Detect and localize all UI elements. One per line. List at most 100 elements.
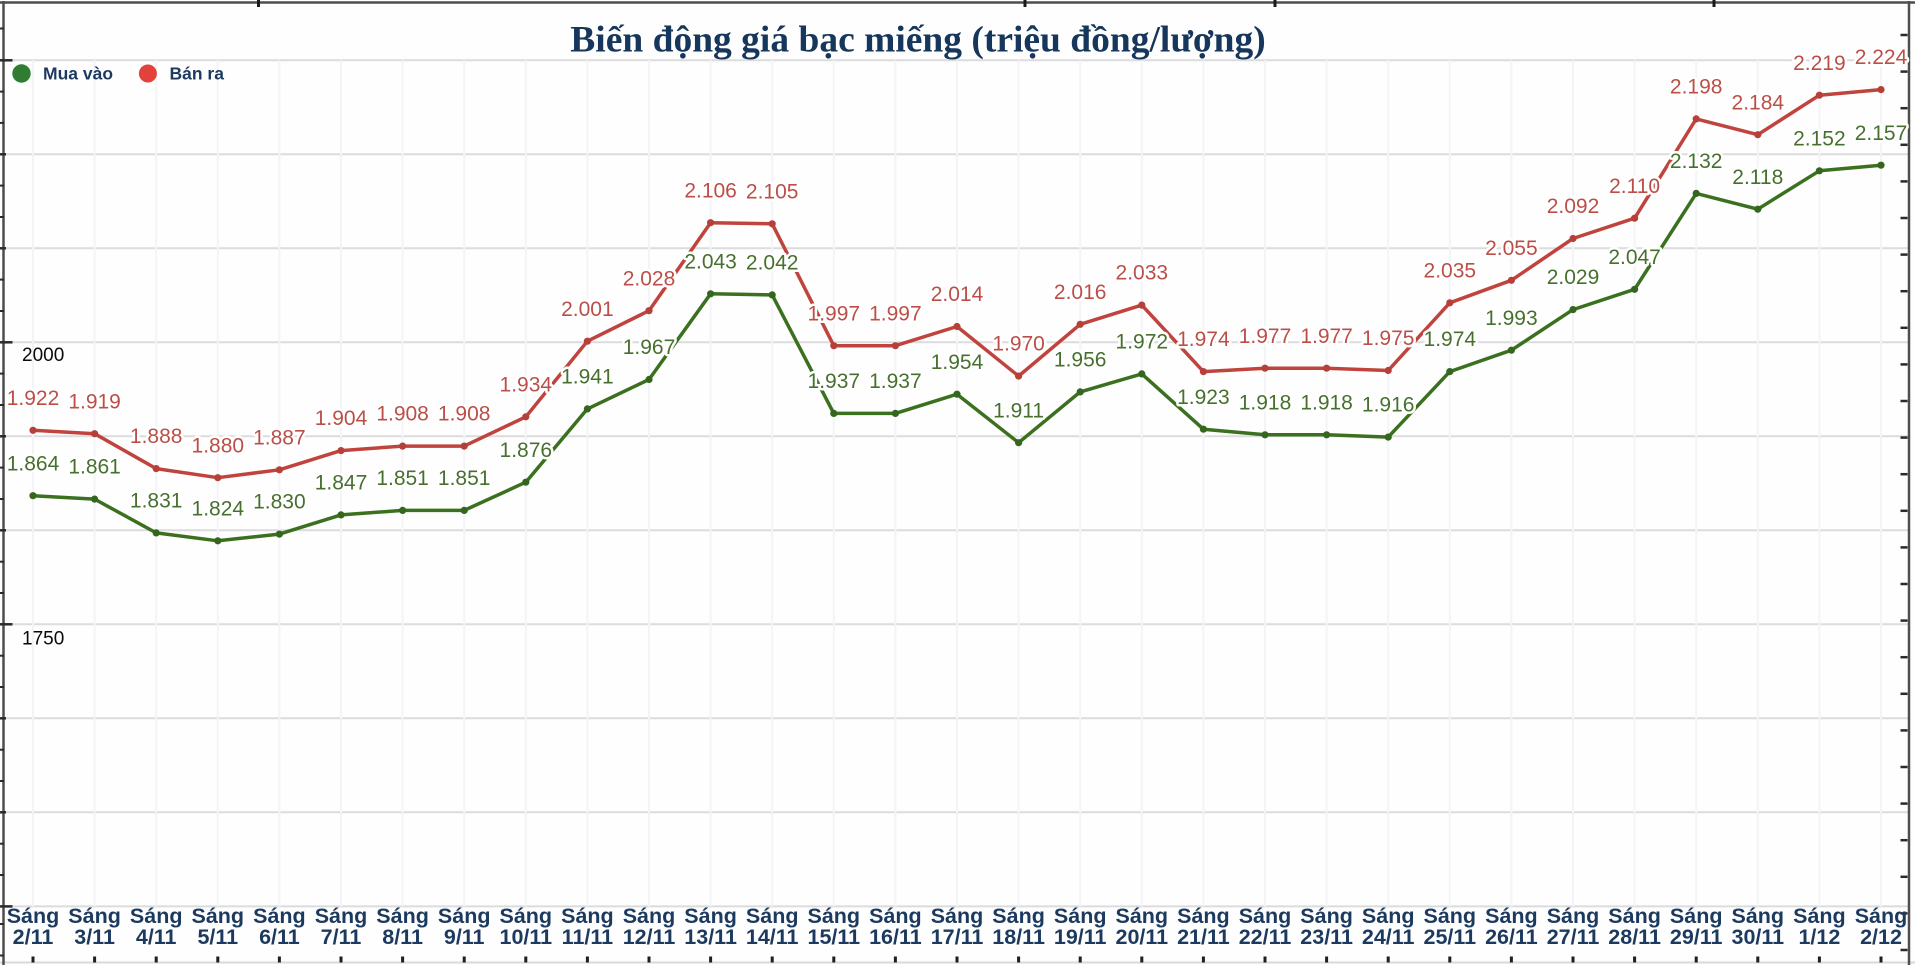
svg-text:2/12: 2/12 [1860,925,1902,949]
svg-text:1.918: 1.918 [1239,391,1292,414]
svg-text:2.106: 2.106 [684,179,737,202]
svg-text:1.847: 1.847 [315,472,368,495]
svg-text:2.110: 2.110 [1609,175,1660,198]
svg-text:Sáng: Sáng [1732,904,1785,928]
svg-text:2.132: 2.132 [1670,150,1723,173]
svg-text:1.937: 1.937 [808,370,861,393]
svg-text:Sáng: Sáng [1362,904,1415,928]
svg-text:Sáng: Sáng [1300,904,1353,928]
svg-text:Sáng: Sáng [1424,904,1477,928]
svg-text:2.219: 2.219 [1793,52,1846,75]
svg-text:1.880: 1.880 [192,434,245,457]
svg-text:2.184: 2.184 [1732,91,1785,114]
svg-text:Sáng: Sáng [1547,904,1600,928]
svg-text:Sáng: Sáng [130,904,183,928]
svg-text:Sáng: Sáng [561,904,614,928]
svg-text:26/11: 26/11 [1485,925,1538,949]
svg-text:1750: 1750 [22,628,64,649]
svg-text:Sáng: Sáng [315,904,368,928]
svg-text:2.198: 2.198 [1670,76,1723,99]
svg-text:Sáng: Sáng [869,904,922,928]
svg-text:2.033: 2.033 [1116,262,1169,285]
svg-text:2.029: 2.029 [1547,266,1600,289]
svg-text:2.157: 2.157 [1855,122,1908,145]
svg-text:Sáng: Sáng [1485,904,1538,928]
svg-text:2.043: 2.043 [684,250,737,273]
svg-text:1.830: 1.830 [253,491,306,514]
svg-text:Sáng: Sáng [746,904,799,928]
svg-text:12/11: 12/11 [623,925,676,949]
svg-text:1.975: 1.975 [1362,327,1415,350]
svg-text:1.908: 1.908 [438,403,491,426]
svg-text:3/11: 3/11 [74,925,115,949]
svg-text:Sáng: Sáng [7,904,60,928]
svg-text:2.001: 2.001 [561,298,614,321]
svg-text:2.055: 2.055 [1485,237,1538,260]
svg-text:14/11: 14/11 [746,925,799,949]
svg-text:1.904: 1.904 [315,407,368,430]
svg-text:1.993: 1.993 [1485,307,1538,330]
svg-text:11/11: 11/11 [562,925,613,949]
svg-text:Biến động giá bạc miếng (triệu: Biến động giá bạc miếng (triệu đồng/lượn… [570,20,1265,61]
svg-text:1.956: 1.956 [1054,349,1107,372]
svg-text:30/11: 30/11 [1731,925,1784,949]
svg-text:1.887: 1.887 [253,426,306,449]
svg-text:1.916: 1.916 [1362,394,1415,417]
svg-text:2.016: 2.016 [1054,281,1107,304]
svg-text:Sáng: Sáng [500,904,553,928]
svg-text:Sáng: Sáng [1177,904,1230,928]
svg-text:1.851: 1.851 [438,467,491,490]
svg-text:1.967: 1.967 [623,336,676,359]
svg-text:2.028: 2.028 [623,267,676,290]
svg-text:2.092: 2.092 [1547,195,1600,218]
svg-text:Bán ra: Bán ra [170,64,225,84]
svg-text:Sáng: Sáng [376,904,429,928]
svg-text:1.861: 1.861 [68,456,121,479]
svg-text:29/11: 29/11 [1670,925,1723,949]
svg-text:1.864: 1.864 [7,452,60,475]
svg-text:Sáng: Sáng [808,904,861,928]
svg-text:Sáng: Sáng [1054,904,1107,928]
svg-text:Sáng: Sáng [1793,904,1846,928]
svg-text:5/11: 5/11 [197,925,238,949]
svg-text:27/11: 27/11 [1547,925,1600,949]
svg-text:1.970: 1.970 [992,333,1045,356]
svg-text:6/11: 6/11 [259,925,300,949]
svg-text:1.922: 1.922 [7,387,60,410]
svg-text:1.941: 1.941 [561,366,614,389]
svg-text:2.047: 2.047 [1608,246,1661,269]
svg-text:2.152: 2.152 [1793,127,1846,150]
svg-text:Sáng: Sáng [684,904,737,928]
svg-text:1.918: 1.918 [1300,391,1353,414]
svg-text:Sáng: Sáng [68,904,121,928]
svg-text:1.997: 1.997 [808,302,861,325]
svg-text:1/12: 1/12 [1798,925,1840,949]
svg-text:2/11: 2/11 [13,925,54,949]
svg-text:8/11: 8/11 [382,925,423,949]
svg-text:Sáng: Sáng [992,904,1045,928]
svg-text:1.997: 1.997 [869,302,922,325]
svg-text:Sáng: Sáng [1116,904,1169,928]
svg-text:1.977: 1.977 [1300,325,1353,348]
svg-text:13/11: 13/11 [684,925,737,949]
svg-text:19/11: 19/11 [1054,925,1107,949]
svg-text:1.954: 1.954 [931,351,984,374]
svg-text:1.923: 1.923 [1177,386,1230,409]
svg-text:Sáng: Sáng [931,904,984,928]
svg-text:28/11: 28/11 [1608,925,1661,949]
svg-text:2.014: 2.014 [931,283,984,306]
svg-text:1.908: 1.908 [376,403,429,426]
svg-text:1.937: 1.937 [869,370,922,393]
svg-text:9/11: 9/11 [444,925,485,949]
svg-text:1.851: 1.851 [376,467,429,490]
svg-text:4/11: 4/11 [136,925,177,949]
svg-text:Sáng: Sáng [623,904,676,928]
svg-text:Sáng: Sáng [1239,904,1292,928]
svg-text:2.118: 2.118 [1732,166,1783,189]
svg-text:16/11: 16/11 [869,925,922,949]
svg-text:1.977: 1.977 [1239,325,1292,348]
svg-text:1.934: 1.934 [500,373,553,396]
svg-text:1.919: 1.919 [68,390,121,413]
svg-text:1.972: 1.972 [1116,331,1169,354]
svg-text:15/11: 15/11 [807,925,860,949]
